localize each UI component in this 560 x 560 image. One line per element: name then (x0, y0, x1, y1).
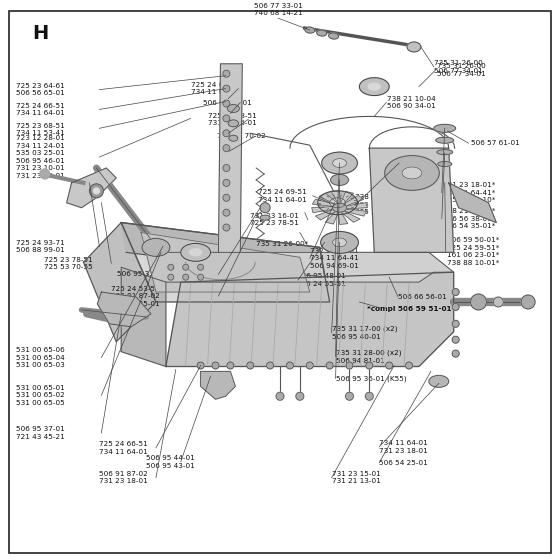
Ellipse shape (385, 156, 439, 190)
Circle shape (276, 393, 284, 400)
Ellipse shape (228, 120, 239, 127)
Text: 725 23 78-51
725 53 70-55: 725 23 78-51 725 53 70-55 (44, 256, 92, 270)
Text: 735 31 26-00*: 735 31 26-00* (256, 241, 309, 248)
Circle shape (247, 362, 254, 369)
Ellipse shape (330, 198, 346, 208)
Ellipse shape (470, 294, 487, 310)
Text: 738 21 04-04*
506 56 38-01*
506 54 35-01*: 738 21 04-04* 506 56 38-01* 506 54 35-01… (443, 208, 495, 229)
Ellipse shape (330, 175, 348, 185)
Text: 506 95 48-01
725 24 55-51: 506 95 48-01 725 24 55-51 (297, 273, 346, 287)
Ellipse shape (321, 152, 357, 174)
Ellipse shape (437, 150, 452, 155)
Circle shape (183, 274, 189, 280)
Text: 506 77 33-01
740 68 14-21: 506 77 33-01 740 68 14-21 (254, 3, 302, 16)
Ellipse shape (317, 30, 326, 36)
Polygon shape (121, 267, 166, 366)
Text: 506 66 56-01: 506 66 56-01 (398, 294, 447, 300)
Ellipse shape (368, 83, 380, 90)
Text: 725 24 66-51
734 11 64-01: 725 24 66-51 734 11 64-01 (191, 82, 240, 95)
Text: 725 23 64-61
506 56 65-01: 725 23 64-61 506 56 65-01 (16, 83, 65, 96)
Text: 735 31 26-00
506 77 34-01: 735 31 26-00 506 77 34-01 (437, 63, 486, 77)
Circle shape (212, 362, 219, 369)
Polygon shape (166, 272, 454, 366)
Circle shape (227, 362, 234, 369)
Text: 731 23 15-01
731 21 13-01: 731 23 15-01 731 21 13-01 (332, 471, 380, 484)
Circle shape (198, 264, 204, 270)
Circle shape (223, 179, 230, 186)
Ellipse shape (333, 238, 347, 247)
Circle shape (366, 362, 373, 369)
Circle shape (223, 85, 230, 92)
Ellipse shape (436, 137, 454, 143)
Polygon shape (319, 193, 339, 205)
Ellipse shape (190, 249, 202, 256)
Text: 725 24 66-51
734 11 64-01: 725 24 66-51 734 11 64-01 (16, 102, 65, 116)
Polygon shape (97, 292, 151, 327)
Ellipse shape (229, 136, 238, 141)
Ellipse shape (227, 105, 239, 113)
Text: 506 57 61-01: 506 57 61-01 (470, 140, 519, 146)
Polygon shape (121, 222, 325, 277)
Text: 725 24 93-71
506 88 99-01: 725 24 93-71 506 88 99-01 (16, 240, 65, 253)
Circle shape (223, 100, 230, 107)
Polygon shape (67, 168, 116, 208)
Text: 531 00 65-06
531 00 65-04
531 00 65-03: 531 00 65-06 531 00 65-04 531 00 65-03 (16, 347, 65, 368)
Text: H: H (32, 24, 48, 43)
Circle shape (452, 304, 459, 310)
Text: 531 00 65-01
531 00 65-02
531 00 65-05: 531 00 65-01 531 00 65-02 531 00 65-05 (16, 385, 65, 406)
Circle shape (296, 393, 304, 400)
Polygon shape (326, 211, 339, 224)
Circle shape (94, 188, 99, 194)
Polygon shape (340, 192, 353, 205)
Circle shape (452, 350, 459, 357)
Circle shape (223, 70, 230, 77)
Ellipse shape (305, 27, 315, 33)
Circle shape (223, 115, 230, 122)
Circle shape (346, 362, 353, 369)
Circle shape (197, 362, 204, 369)
Text: 725 23 78-51
731 23 16-01: 725 23 78-51 731 23 16-01 (208, 113, 256, 126)
Polygon shape (342, 195, 363, 207)
Circle shape (223, 144, 230, 152)
Ellipse shape (493, 297, 503, 307)
Circle shape (386, 362, 393, 369)
Circle shape (521, 295, 535, 309)
Text: 735 31 28-00 (x2)
506 94 81-01: 735 31 28-00 (x2) 506 94 81-01 (335, 349, 401, 363)
Text: 738 88 70-02: 738 88 70-02 (217, 133, 266, 139)
Text: 506 54 25-01: 506 54 25-01 (379, 460, 428, 466)
Ellipse shape (142, 239, 170, 256)
Polygon shape (449, 183, 496, 222)
Polygon shape (315, 208, 337, 220)
Polygon shape (200, 371, 235, 399)
Polygon shape (312, 199, 337, 207)
Ellipse shape (321, 231, 358, 253)
Circle shape (365, 393, 374, 400)
Ellipse shape (438, 161, 452, 166)
Ellipse shape (181, 244, 211, 262)
Circle shape (326, 362, 333, 369)
Ellipse shape (329, 33, 339, 39)
Circle shape (306, 362, 313, 369)
Ellipse shape (333, 203, 347, 212)
Circle shape (198, 274, 204, 280)
Ellipse shape (360, 78, 389, 96)
Text: 506 95 44-01
506 95 43-01: 506 95 44-01 506 95 43-01 (146, 455, 195, 469)
Ellipse shape (333, 158, 347, 167)
Text: 732 21 18-01
734 11 64-41
506 94 69-01: 732 21 18-01 734 11 64-41 506 94 69-01 (310, 248, 358, 269)
Polygon shape (312, 207, 336, 213)
Text: 723 12 28-01
734 11 24-01
535 03 25-01
506 95 46-01
731 23 10-01
731 23 16-01: 723 12 28-01 734 11 24-01 535 03 25-01 5… (16, 136, 65, 179)
Ellipse shape (434, 124, 456, 132)
Circle shape (223, 165, 230, 171)
Circle shape (40, 169, 50, 179)
Polygon shape (342, 208, 367, 216)
Ellipse shape (402, 167, 422, 179)
Text: 506 95 35-01: 506 95 35-01 (117, 271, 166, 277)
Circle shape (223, 209, 230, 216)
Polygon shape (332, 191, 340, 204)
Text: 738 21 05-04
735 31 40-10
735 31 28-00: 738 21 05-04 735 31 40-10 735 31 28-00 (356, 194, 404, 215)
Circle shape (452, 288, 459, 296)
Text: 725 24 53-51
506 91 87-02
506 54 25-01: 725 24 53-51 506 91 87-02 506 54 25-01 (111, 286, 160, 306)
Circle shape (346, 393, 353, 400)
Polygon shape (83, 222, 156, 342)
Polygon shape (343, 203, 367, 209)
